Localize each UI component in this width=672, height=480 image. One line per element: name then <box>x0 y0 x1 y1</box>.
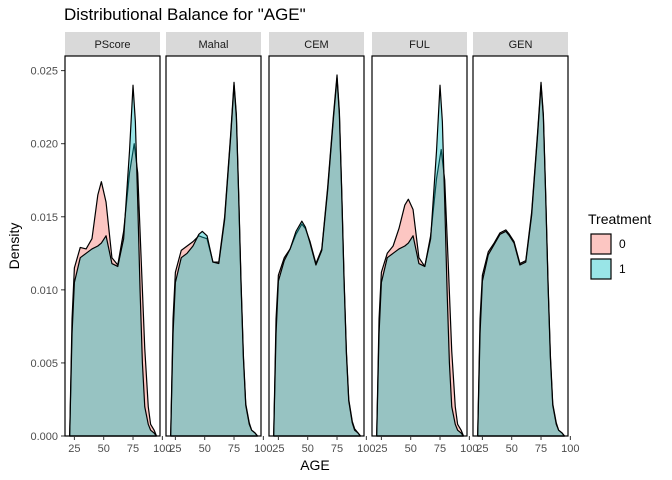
x-tick-label: 100 <box>460 443 478 455</box>
panel-border <box>472 55 569 437</box>
x-tick-label: 50 <box>199 443 211 455</box>
x-tick-label: 100 <box>561 443 579 455</box>
panel-background <box>166 56 261 436</box>
facet-label: GEN <box>509 39 533 51</box>
panel-background <box>269 56 364 436</box>
panel-border <box>371 55 468 437</box>
density-area-treatment-1 <box>170 84 259 437</box>
y-tick-label: 0.025 <box>30 66 58 78</box>
facet-strip <box>65 32 160 56</box>
x-tick-label: 25 <box>375 443 387 455</box>
x-tick-label: 75 <box>331 443 343 455</box>
panel-border <box>268 55 365 437</box>
panel-border <box>165 55 262 437</box>
legend-key-background <box>590 233 612 255</box>
facet-strip <box>473 32 568 56</box>
facet-strip <box>269 32 364 56</box>
panel-background <box>65 56 160 436</box>
x-tick-label: 25 <box>476 443 488 455</box>
x-tick-label: 25 <box>169 443 181 455</box>
x-tick-label: 75 <box>434 443 446 455</box>
x-tick-label: 50 <box>506 443 518 455</box>
x-tick-label: 25 <box>272 443 284 455</box>
x-tick-label: 100 <box>254 443 272 455</box>
y-tick-label: 0.015 <box>30 212 58 224</box>
panel-border <box>64 55 161 437</box>
x-tick-label: 50 <box>302 443 314 455</box>
density-area-treatment-1 <box>376 84 465 437</box>
y-tick-label: 0.010 <box>30 285 58 297</box>
legend-key-background <box>590 258 612 280</box>
legend-label: 0 <box>619 237 626 251</box>
legend-key-treatment-1 <box>590 258 612 280</box>
x-tick-label: 100 <box>153 443 171 455</box>
panel-background <box>473 56 568 436</box>
legend-key-treatment-0 <box>590 233 612 255</box>
facet-strip <box>166 32 261 56</box>
panel-background <box>372 56 467 436</box>
density-area-treatment-1 <box>69 84 158 437</box>
x-tick-label: 100 <box>357 443 375 455</box>
facet-strip <box>372 32 467 56</box>
facet-label: CEM <box>304 39 328 51</box>
density-area-treatment-0 <box>69 143 158 437</box>
legend-label: 1 <box>619 262 626 276</box>
density-area-treatment-1 <box>477 84 566 437</box>
y-axis-label: Density <box>6 223 22 270</box>
x-tick-label: 75 <box>127 443 139 455</box>
x-tick-label: 75 <box>535 443 547 455</box>
x-tick-label: 25 <box>68 443 80 455</box>
x-axis-label: AGE <box>300 457 330 473</box>
density-area-treatment-1 <box>273 77 362 437</box>
x-tick-label: 75 <box>228 443 240 455</box>
legend-title: Treatment <box>588 211 652 227</box>
facet-label: Mahal <box>199 39 229 51</box>
x-tick-label: 50 <box>98 443 110 455</box>
y-tick-label: 0.005 <box>30 358 58 370</box>
y-tick-label: 0.000 <box>30 431 58 443</box>
facet-label: FUL <box>409 39 430 51</box>
y-tick-label: 0.020 <box>30 139 58 151</box>
x-tick-label: 50 <box>405 443 417 455</box>
chart-title: Distributional Balance for "AGE" <box>64 5 306 24</box>
facet-label: PScore <box>94 39 130 51</box>
